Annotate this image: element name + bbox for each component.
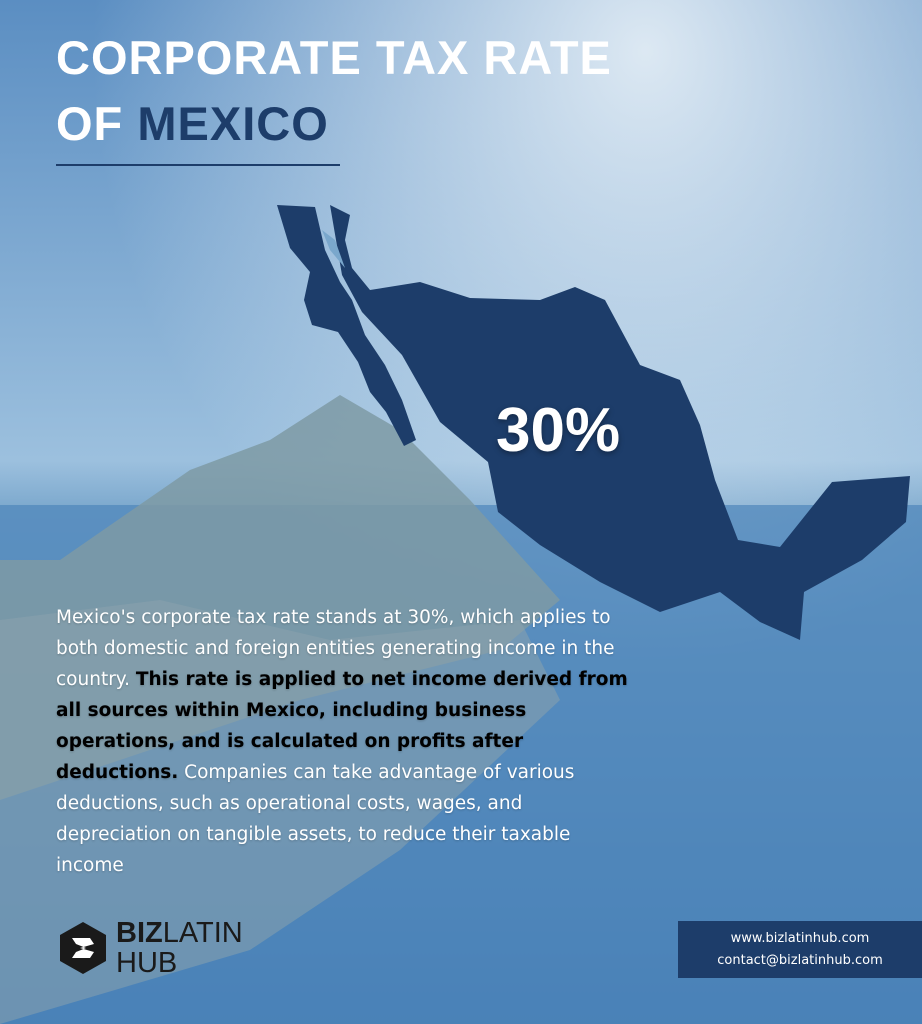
- contact-box: www.bizlatinhub.com contact@bizlatinhub.…: [678, 921, 922, 978]
- description: Mexico's corporate tax rate stands at 30…: [56, 602, 636, 881]
- rate-label: 30%: [496, 396, 621, 465]
- website: www.bizlatinhub.com: [730, 930, 870, 946]
- logo-latin: LATIN: [162, 917, 243, 949]
- title-highlight: MEXICO: [137, 97, 329, 150]
- logo-text: BIZLATIN HUB: [116, 918, 243, 978]
- title-line: OF MEXICO: [56, 96, 329, 151]
- title-prefix: OF: [56, 97, 124, 150]
- logo: BIZLATIN HUB: [58, 918, 243, 978]
- logo-hub: HUB: [116, 947, 178, 979]
- logo-icon: [60, 922, 106, 974]
- map-mainland: [330, 205, 910, 640]
- description-intro: Mexico's corporate tax rate stands at 30…: [56, 607, 615, 690]
- shore: [0, 600, 560, 1024]
- logo-biz: BIZ: [116, 917, 163, 949]
- email: contact@bizlatinhub.com: [717, 952, 883, 968]
- title-underline: [56, 164, 340, 166]
- description-bold: This rate is applied to net income deriv…: [56, 669, 628, 783]
- map-baja: [277, 205, 416, 446]
- map-gulf: [322, 230, 345, 268]
- title-line: CORPORATE TAX RATE: [56, 31, 612, 84]
- description-outro: Companies can take advantage of various …: [56, 762, 575, 876]
